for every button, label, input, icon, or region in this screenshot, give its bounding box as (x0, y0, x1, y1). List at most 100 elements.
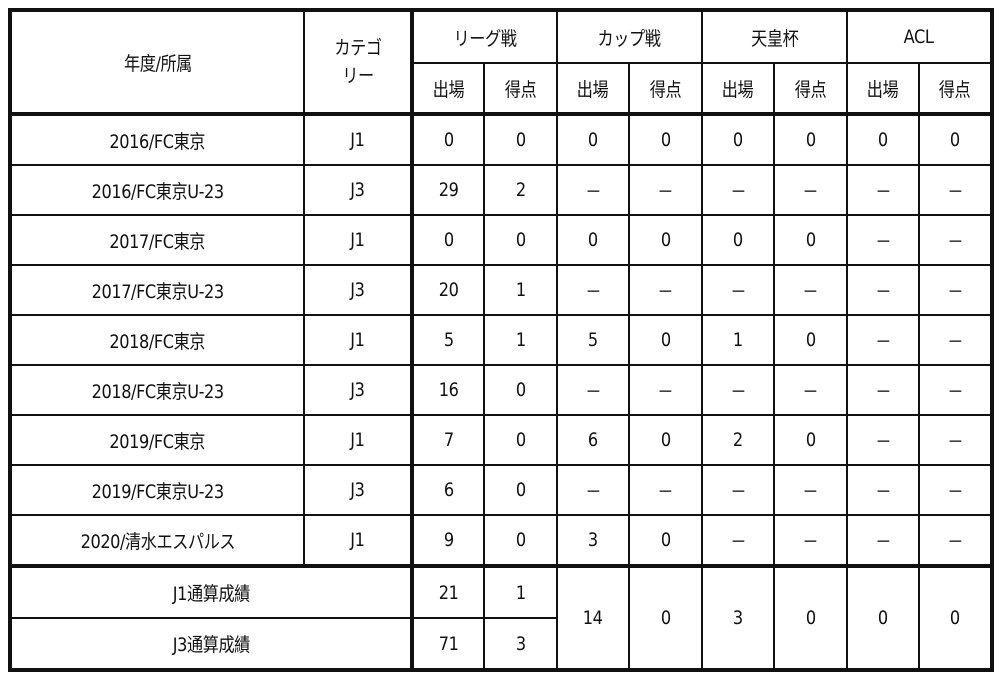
cell: 0 (410, 214, 485, 266)
cell: 1 (483, 565, 558, 619)
header-category: カテゴリー (303, 9, 413, 116)
cell: 0 (918, 113, 993, 166)
cell: － (628, 364, 703, 416)
cell: － (846, 214, 920, 266)
cell: 0 (773, 414, 848, 466)
cell: － (918, 314, 993, 366)
total-row-j3: J3通算成績 71 3 (9, 617, 992, 671)
cell: 21 (410, 565, 485, 619)
season-cell: 2019/FC東京U-23 (9, 464, 305, 516)
cell: 0 (918, 565, 993, 671)
cell: 0 (846, 113, 920, 166)
cell: － (846, 164, 920, 216)
total-label-j3: J3通算成績 (9, 617, 413, 671)
cell: 0 (628, 314, 703, 366)
season-cell: 2016/FC東京U-23 (9, 164, 305, 216)
season-cell: 2017/FC東京U-23 (9, 264, 305, 316)
cell: － (628, 164, 703, 216)
total-row-j1: J1通算成績 21 1 14 0 3 0 0 0 (9, 565, 993, 671)
cell: － (701, 464, 775, 516)
table-row: 2018/FC東京 J1 5 1 5 0 1 0 －－ (9, 314, 993, 366)
cell: － (628, 264, 703, 316)
header-goals: 得点 (483, 62, 558, 116)
cell: 5 (556, 314, 630, 366)
cell: 1 (483, 264, 558, 316)
cell: 0 (701, 214, 775, 266)
header-apps: 出場 (701, 62, 775, 116)
season-cell: 2016/FC東京 (9, 113, 305, 166)
table-row: 2016/FC東京 J1 0 0 0 0 0 0 0 0 (9, 113, 993, 166)
header-goals: 得点 (628, 62, 703, 116)
cell: 7 (410, 414, 485, 466)
cell: － (918, 414, 993, 466)
cell: － (701, 364, 775, 416)
category-cell: J3 (303, 364, 413, 416)
cell: － (628, 464, 703, 516)
header-league: リーグ戦 (410, 9, 558, 64)
cell: － (846, 364, 920, 416)
stats-table: 年度/所属 カテゴリー リーグ戦 カップ戦 天皇杯 ACL 出場 得点 出場 得… (8, 8, 994, 672)
cell: － (556, 164, 630, 216)
cell: － (701, 514, 775, 568)
subheader-row: 出場 得点 出場 得点 出場 得点 出場 得点 (10, 62, 993, 116)
cell: 3 (483, 617, 558, 671)
cell: － (918, 264, 993, 316)
cell: 2 (701, 414, 775, 466)
category-cell: J3 (303, 164, 413, 216)
cell: 0 (628, 514, 703, 568)
cell: － (918, 464, 993, 516)
header-goals: 得点 (918, 62, 993, 116)
table-row: 2018/FC東京U-23 J3 16 0 －－－－－－ (9, 364, 993, 416)
cell: 1 (483, 314, 558, 366)
cell: － (846, 514, 920, 568)
table-row: 2017/FC東京 J1 0 0 0 0 0 0 －－ (9, 214, 993, 266)
season-cell: 2018/FC東京U-23 (9, 364, 305, 416)
cell: 3 (701, 565, 775, 671)
cell: 71 (410, 617, 485, 671)
cell: 20 (410, 264, 485, 316)
cell: － (773, 464, 848, 516)
cell: 0 (483, 464, 558, 516)
cell: － (701, 164, 775, 216)
table-row: 2017/FC東京U-23 J3 20 1 －－－－－－ (9, 264, 993, 316)
cell: 0 (483, 364, 558, 416)
cell: 9 (410, 514, 485, 568)
header-season-club: 年度/所属 (9, 9, 305, 116)
cell: 0 (483, 414, 558, 466)
cell: 5 (410, 314, 485, 366)
cell: 2 (483, 164, 558, 216)
cell: － (918, 514, 993, 568)
cell: 0 (483, 214, 558, 266)
category-cell: J3 (303, 464, 413, 516)
cell: － (773, 164, 848, 216)
category-cell: J1 (303, 414, 413, 466)
cell: 16 (410, 364, 485, 416)
total-label-j1: J1通算成績 (9, 565, 413, 619)
cell: 3 (556, 514, 630, 568)
cell: 0 (556, 113, 630, 166)
table-row: 2019/FC東京U-23 J3 6 0 －－－－－－ (9, 464, 993, 516)
cell: 0 (773, 113, 848, 166)
cell: － (556, 364, 630, 416)
cell: － (918, 364, 993, 416)
cell: 29 (410, 164, 485, 216)
cell: 0 (628, 565, 703, 671)
season-cell: 2020/清水エスパルス (9, 514, 305, 568)
header-goals: 得点 (773, 62, 848, 116)
cell: － (773, 364, 848, 416)
season-cell: 2019/FC東京 (9, 414, 305, 466)
cell: 0 (773, 314, 848, 366)
cell: 6 (556, 414, 630, 466)
cell: － (918, 214, 993, 266)
cell: 0 (410, 113, 485, 166)
season-cell: 2017/FC東京 (9, 214, 305, 266)
cell: － (846, 414, 920, 466)
category-cell: J3 (303, 264, 413, 316)
cell: 0 (846, 565, 920, 671)
cell: － (918, 164, 993, 216)
cell: 0 (628, 414, 703, 466)
cell: 0 (773, 214, 848, 266)
cell: 0 (483, 514, 558, 568)
season-cell: 2018/FC東京 (9, 314, 305, 366)
header-apps: 出場 (556, 62, 630, 116)
